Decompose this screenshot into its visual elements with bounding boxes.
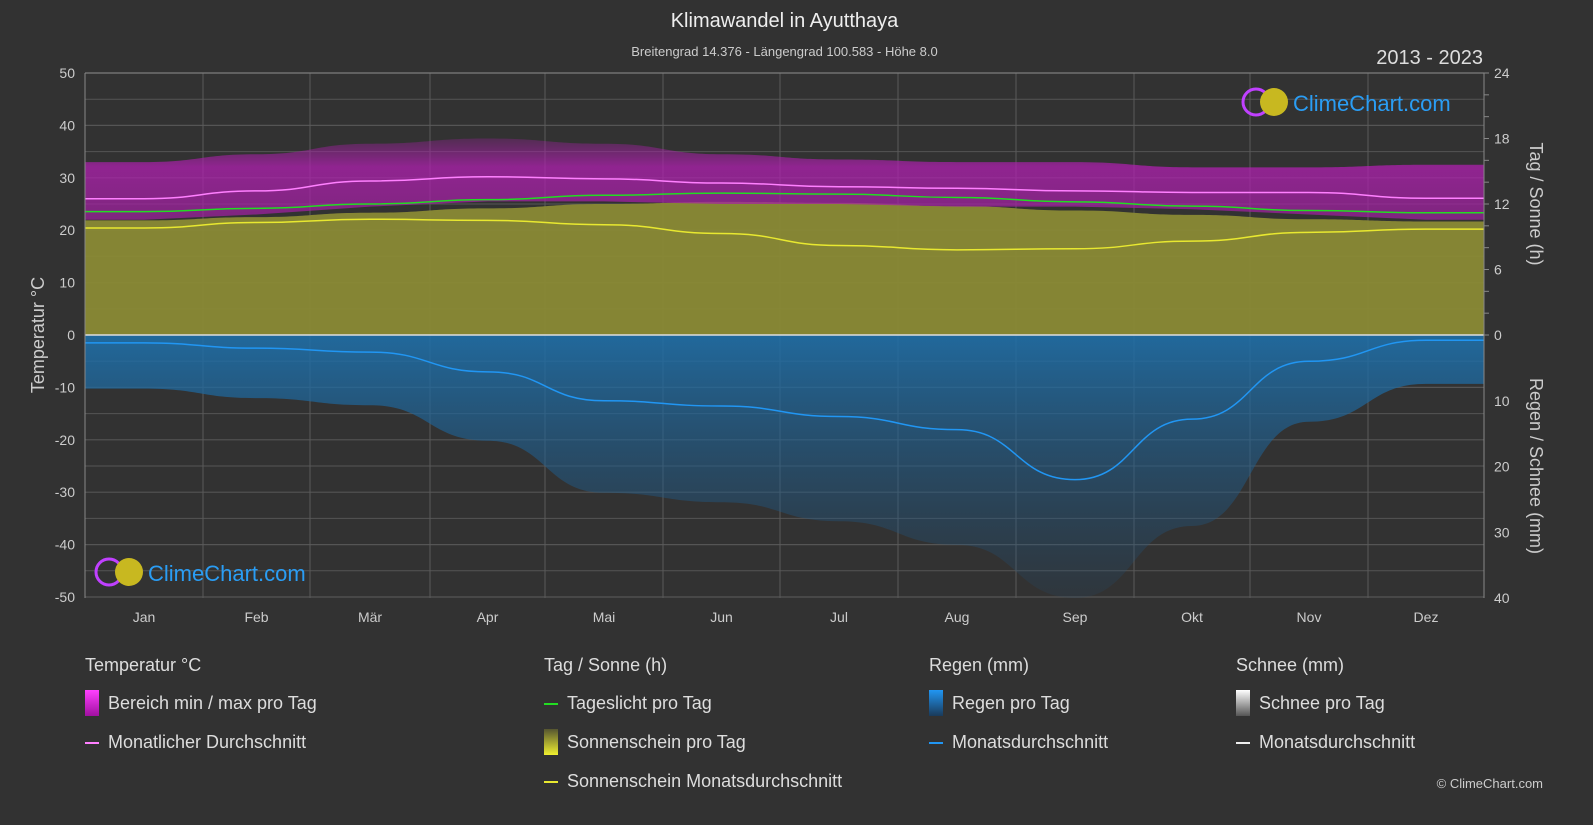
- logo-sun-icon: [1260, 88, 1288, 116]
- month-label: Mai: [593, 609, 616, 625]
- daylight-line: [85, 192, 1484, 214]
- logo-top: ClimeChart.com: [1241, 87, 1451, 117]
- chart-marks: [84, 138, 1484, 598]
- month-label: Feb: [244, 609, 268, 625]
- legend-item: Tageslicht pro Tag: [567, 693, 712, 713]
- chart-title: Klimawandel in Ayutthaya: [670, 10, 899, 32]
- left-tick-label: -10: [55, 379, 75, 395]
- snow-avg-swatch: [1236, 742, 1250, 744]
- sunshine-swatch: [544, 729, 558, 755]
- rain-avg-line: [85, 339, 1484, 481]
- rain-swatch: [929, 690, 943, 716]
- axes: 50 40 30 20 10 0 -10 -20 -30 -40 -50 24 18 12 6 0 10 20 30…: [55, 65, 1510, 625]
- legend-item: Monatlicher Durchschnitt: [108, 732, 307, 752]
- month-label: Mär: [358, 609, 382, 625]
- logo-text: ClimeChart.com: [148, 561, 306, 586]
- right-top-tick-label: 12: [1494, 196, 1510, 212]
- legend-item: Bereich min / max pro Tag: [108, 693, 317, 713]
- right-axis-top-label: Tag / Sonne (h): [1526, 142, 1546, 265]
- copyright: © ClimeChart.com: [1436, 776, 1543, 791]
- month-label: Apr: [477, 609, 499, 625]
- temperature-range-band: [85, 138, 1484, 220]
- month-label: Nov: [1297, 609, 1322, 625]
- right-bottom-tick-label: 20: [1494, 459, 1510, 475]
- right-top-tick-label: 6: [1494, 262, 1502, 278]
- left-tick-label: 30: [59, 170, 75, 186]
- legend-item: Regen pro Tag: [952, 693, 1070, 713]
- sunshine-avg-line: [85, 218, 1484, 251]
- temperature-avg-line: [84, 176, 1484, 200]
- legend-title-temperature: Temperatur °C: [85, 655, 202, 675]
- rain-avg-swatch: [929, 742, 943, 744]
- legend-item: Monatsdurchschnitt: [1259, 732, 1416, 752]
- sunshine-avg-swatch: [544, 781, 558, 783]
- left-tick-label: 50: [59, 65, 75, 81]
- month-label: Jun: [710, 609, 733, 625]
- left-tick-label: -20: [55, 432, 75, 448]
- legend-title-sun: Tag / Sonne (h): [544, 655, 668, 675]
- temp-range-swatch: [85, 690, 99, 716]
- legend-item: Sonnenschein pro Tag: [567, 732, 746, 752]
- month-label: Jan: [133, 609, 156, 625]
- right-top-tick-label: 18: [1494, 131, 1510, 147]
- logo-sun-icon: [115, 558, 143, 586]
- month-label: Okt: [1181, 609, 1203, 625]
- month-label: Jul: [830, 609, 848, 625]
- left-tick-label: -40: [55, 537, 75, 553]
- left-tick-label: -50: [55, 589, 75, 605]
- sunshine-per-day-area: [85, 201, 1484, 335]
- right-axis-bottom-label: Regen / Schnee (mm): [1526, 378, 1546, 554]
- chart-svg: 50 40 30 20 10 0 -10 -20 -30 -40 -50 24 18 12 6 0 10 20 30…: [28, 65, 1546, 625]
- left-tick-label: 20: [59, 222, 75, 238]
- daylight-swatch: [544, 703, 558, 705]
- left-tick-label: 40: [59, 117, 75, 133]
- legend-title-rain: Regen (mm): [929, 655, 1030, 675]
- legend-title-snow: Schnee (mm): [1236, 655, 1345, 675]
- temp-avg-swatch: [85, 742, 99, 744]
- legend-item: Monatsdurchschnitt: [952, 732, 1109, 752]
- year-range: 2013 - 2023: [1376, 47, 1483, 69]
- right-bottom-tick-label: 10: [1494, 393, 1510, 409]
- chart-subtitle: Breitengrad 14.376 - Längengrad 100.583 …: [631, 44, 938, 59]
- left-tick-label: 0: [67, 327, 75, 343]
- right-bottom-tick-label: 40: [1494, 590, 1510, 606]
- month-label: Sep: [1063, 609, 1088, 625]
- month-label: Dez: [1414, 609, 1439, 625]
- logo-bottom: ClimeChart.com: [94, 557, 306, 587]
- left-tick-label: 10: [59, 275, 75, 291]
- rain-per-day-area: [85, 335, 1484, 598]
- month-label: Aug: [945, 609, 970, 625]
- right-bottom-tick-label: 30: [1494, 524, 1510, 540]
- logo-text: ClimeChart.com: [1293, 91, 1451, 116]
- right-top-tick-label: 24: [1494, 65, 1510, 81]
- right-top-tick-label: 0: [1494, 327, 1502, 343]
- left-tick-label: -30: [55, 484, 75, 500]
- legend-item: Schnee pro Tag: [1259, 693, 1385, 713]
- legend-item: Sonnenschein Monatsdurchschnitt: [567, 771, 843, 791]
- snow-swatch: [1236, 690, 1250, 716]
- left-axis-label: Temperatur °C: [28, 277, 48, 393]
